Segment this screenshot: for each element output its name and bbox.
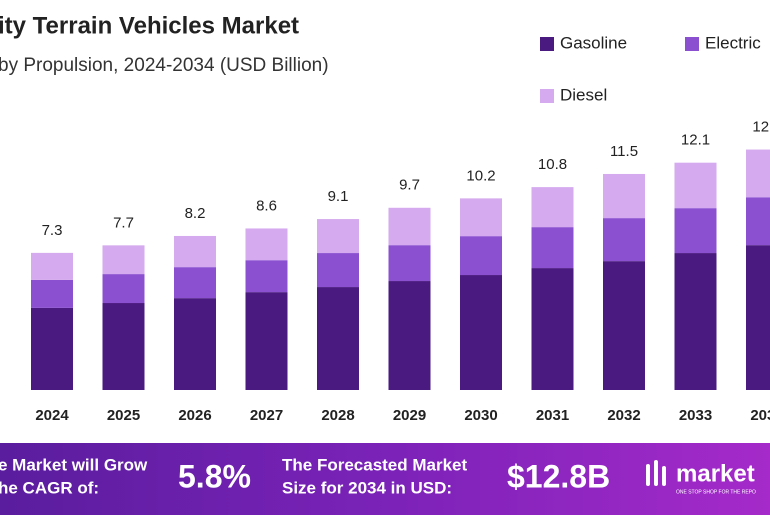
footer-banner — [0, 443, 770, 515]
x-tick-label: 2034 — [750, 407, 770, 424]
legend-swatch — [540, 89, 554, 103]
bar-segment — [174, 267, 216, 299]
total-label: 12.1 — [681, 132, 710, 149]
logo-icon — [646, 460, 666, 486]
x-tick-label: 2028 — [321, 407, 354, 424]
bar-segment — [317, 253, 359, 288]
x-tick-label: 2032 — [607, 407, 640, 424]
cagr-text: he CAGR of: — [0, 478, 99, 497]
bar-segment — [245, 228, 288, 261]
bar-segment — [603, 261, 645, 390]
bar-segment — [317, 287, 359, 390]
bar-segment — [746, 197, 770, 246]
legend-label: Electric — [705, 33, 761, 52]
total-label: 11.5 — [610, 143, 638, 160]
bar-segment — [388, 281, 431, 390]
total-label: 12.8 — [752, 119, 770, 136]
cagr-value: 5.8% — [178, 458, 251, 494]
bar-segment — [460, 236, 502, 276]
total-label: 9.7 — [399, 177, 420, 194]
bar-segment — [746, 149, 770, 198]
total-label: 7.3 — [42, 222, 63, 239]
total-label: 7.7 — [113, 214, 134, 231]
legend-swatch — [685, 37, 699, 51]
bar-segment — [531, 227, 574, 269]
bar-segment — [746, 245, 770, 390]
bar-segment — [245, 292, 288, 390]
total-label: 10.8 — [538, 156, 567, 173]
bar-segment — [174, 298, 216, 390]
logo: market — [676, 460, 755, 487]
x-tick-label: 2024 — [35, 407, 69, 424]
x-tick-label: 2030 — [464, 407, 497, 424]
x-tick-label: 2027 — [250, 407, 283, 424]
bar-segment — [603, 218, 645, 262]
tagline: ONE STOP SHOP FOR THE REPO — [676, 489, 756, 495]
bar-segment — [317, 219, 359, 254]
bar-segment — [102, 245, 145, 275]
forecast-value: $12.8B — [507, 458, 610, 494]
bar-segment — [674, 253, 717, 390]
x-tick-label: 2026 — [178, 407, 211, 424]
bar-segment — [460, 198, 502, 237]
bar-segment — [603, 173, 645, 219]
x-tick-label: 2029 — [393, 407, 426, 424]
legend-swatch — [540, 37, 554, 51]
bar-segment — [245, 260, 288, 293]
chart-title: ity Terrain Vehicles Market — [0, 12, 299, 39]
bar-segment — [460, 275, 502, 390]
legend-label: Diesel — [560, 85, 607, 104]
cagr-text: e Market will Grow — [0, 455, 148, 474]
x-tick-label: 2025 — [107, 407, 140, 424]
bar-segment — [674, 208, 717, 254]
bar-segment — [674, 162, 717, 209]
total-label: 10.2 — [466, 167, 495, 184]
bar-segment — [31, 252, 73, 280]
bar-segment — [102, 303, 145, 390]
x-tick-label: 2033 — [679, 407, 712, 424]
x-tick-label: 2031 — [536, 407, 569, 424]
bar-segment — [388, 245, 431, 282]
bar-segment — [31, 279, 73, 308]
bar-segment — [102, 274, 145, 304]
total-label: 8.2 — [185, 205, 206, 222]
forecast-text: The Forecasted Market — [282, 455, 468, 474]
bar-segment — [174, 235, 216, 268]
total-label: 8.6 — [256, 197, 277, 214]
bar-segment — [31, 307, 73, 390]
total-label: 9.1 — [328, 188, 349, 205]
forecast-text: Size for 2034 in USD: — [282, 478, 452, 497]
chart-subtitle: by Propulsion, 2024-2034 (USD Billion) — [0, 55, 329, 76]
bar-segment — [531, 187, 574, 228]
legend-label: Gasoline — [560, 33, 627, 52]
bar-segment — [531, 268, 574, 390]
bar-segment — [388, 207, 431, 246]
